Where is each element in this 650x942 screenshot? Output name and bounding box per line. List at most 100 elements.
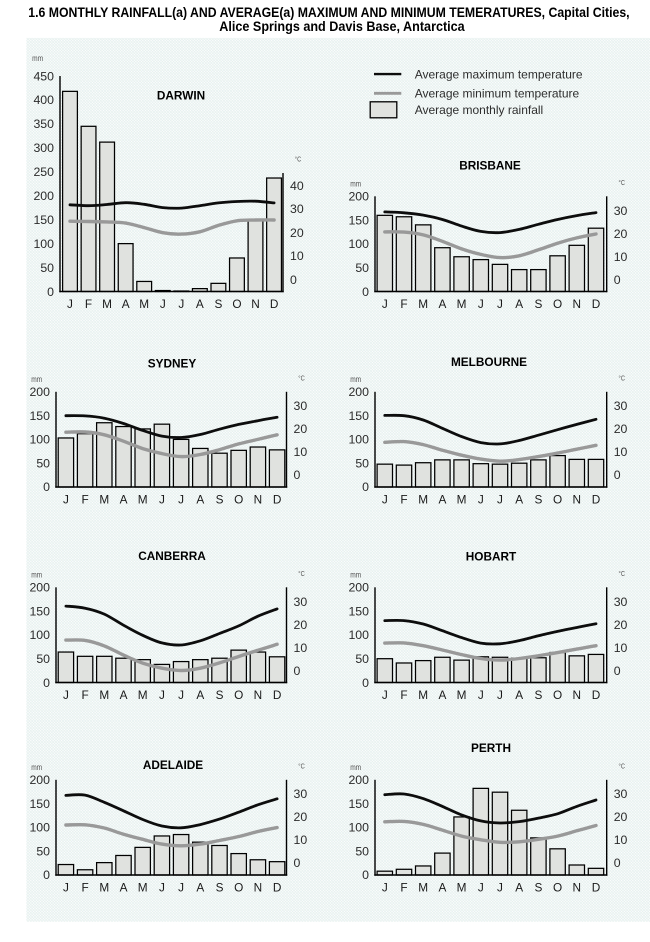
svg-text:A: A <box>120 493 128 507</box>
svg-text:0: 0 <box>362 868 369 882</box>
svg-text:F: F <box>81 881 88 895</box>
svg-text:°C: °C <box>619 569 626 578</box>
svg-text:M: M <box>418 881 428 895</box>
svg-text:D: D <box>270 297 279 311</box>
svg-text:J: J <box>382 881 388 895</box>
svg-text:°C: °C <box>298 569 305 578</box>
svg-text:A: A <box>438 493 446 507</box>
svg-text:30: 30 <box>614 595 628 609</box>
svg-text:0: 0 <box>43 480 50 494</box>
svg-text:O: O <box>234 881 243 895</box>
svg-text:S: S <box>534 688 542 702</box>
svg-text:200: 200 <box>29 581 50 595</box>
svg-text:A: A <box>120 881 128 895</box>
svg-text:150: 150 <box>348 409 369 423</box>
svg-text:J: J <box>178 297 184 311</box>
svg-text:0: 0 <box>614 664 621 678</box>
svg-text:J: J <box>67 297 73 311</box>
svg-text:mm: mm <box>350 570 361 580</box>
svg-text:1.6 MONTHLY RAINFALL(a) AND AV: 1.6 MONTHLY RAINFALL(a) AND AVERAGE(a) M… <box>28 5 629 20</box>
svg-text:J: J <box>382 493 388 507</box>
svg-text:D: D <box>592 493 601 507</box>
svg-text:M: M <box>138 493 148 507</box>
svg-text:A: A <box>196 493 204 507</box>
svg-text:O: O <box>553 881 562 895</box>
svg-text:20: 20 <box>614 618 628 632</box>
svg-text:10: 10 <box>294 641 308 655</box>
svg-text:20: 20 <box>294 618 308 632</box>
svg-text:A: A <box>438 297 446 311</box>
svg-text:0: 0 <box>362 676 369 690</box>
svg-text:0: 0 <box>294 468 301 482</box>
svg-text:M: M <box>457 297 467 311</box>
svg-text:100: 100 <box>33 237 54 251</box>
svg-text:MELBOURNE: MELBOURNE <box>451 355 527 369</box>
svg-text:50: 50 <box>36 652 50 666</box>
svg-text:50: 50 <box>355 652 369 666</box>
svg-text:M: M <box>418 297 428 311</box>
svg-text:0: 0 <box>290 273 297 287</box>
svg-text:M: M <box>457 881 467 895</box>
svg-text:O: O <box>553 688 562 702</box>
svg-text:O: O <box>234 493 243 507</box>
svg-text:DARWIN: DARWIN <box>157 89 205 103</box>
svg-text:F: F <box>400 493 407 507</box>
svg-text:150: 150 <box>29 604 50 618</box>
svg-text:30: 30 <box>614 204 628 218</box>
svg-text:J: J <box>382 688 388 702</box>
svg-text:200: 200 <box>29 773 50 787</box>
svg-text:30: 30 <box>290 202 304 216</box>
svg-text:M: M <box>99 688 109 702</box>
svg-text:mm: mm <box>31 762 42 772</box>
svg-text:N: N <box>251 297 260 311</box>
svg-text:Average minimum temperature: Average minimum temperature <box>415 87 580 101</box>
svg-text:J: J <box>478 297 484 311</box>
svg-text:350: 350 <box>33 117 54 131</box>
svg-text:A: A <box>196 881 204 895</box>
svg-text:CANBERRA: CANBERRA <box>138 549 206 563</box>
svg-text:A: A <box>515 881 523 895</box>
svg-text:M: M <box>457 688 467 702</box>
svg-text:J: J <box>160 297 166 311</box>
svg-text:10: 10 <box>614 250 628 264</box>
svg-text:300: 300 <box>33 141 54 155</box>
svg-text:J: J <box>178 881 184 895</box>
svg-text:M: M <box>418 493 428 507</box>
svg-text:S: S <box>214 297 222 311</box>
svg-text:30: 30 <box>294 787 308 801</box>
svg-text:10: 10 <box>614 641 628 655</box>
svg-text:J: J <box>497 493 503 507</box>
svg-text:J: J <box>478 688 484 702</box>
svg-text:M: M <box>139 297 149 311</box>
svg-text:D: D <box>273 688 282 702</box>
svg-text:200: 200 <box>348 385 369 399</box>
svg-text:10: 10 <box>294 833 308 847</box>
svg-text:0: 0 <box>614 856 621 870</box>
svg-text:M: M <box>457 493 467 507</box>
svg-text:S: S <box>216 688 224 702</box>
svg-text:20: 20 <box>294 422 308 436</box>
svg-text:N: N <box>573 688 582 702</box>
svg-text:J: J <box>178 493 184 507</box>
svg-text:200: 200 <box>348 773 369 787</box>
svg-text:°C: °C <box>295 155 302 164</box>
svg-text:D: D <box>592 881 601 895</box>
svg-text:mm: mm <box>350 374 361 384</box>
svg-text:200: 200 <box>348 581 369 595</box>
svg-text:0: 0 <box>47 285 54 299</box>
svg-text:F: F <box>400 688 407 702</box>
svg-text:100: 100 <box>348 237 369 251</box>
svg-text:D: D <box>273 493 282 507</box>
svg-text:N: N <box>573 881 582 895</box>
svg-text:200: 200 <box>348 190 369 204</box>
svg-text:J: J <box>178 688 184 702</box>
svg-text:J: J <box>497 881 503 895</box>
svg-text:°C: °C <box>619 178 626 187</box>
svg-text:20: 20 <box>614 422 628 436</box>
svg-text:F: F <box>81 688 88 702</box>
svg-text:100: 100 <box>348 821 369 835</box>
svg-text:S: S <box>216 881 224 895</box>
svg-text:150: 150 <box>29 797 50 811</box>
svg-text:A: A <box>196 297 204 311</box>
svg-text:0: 0 <box>614 468 621 482</box>
